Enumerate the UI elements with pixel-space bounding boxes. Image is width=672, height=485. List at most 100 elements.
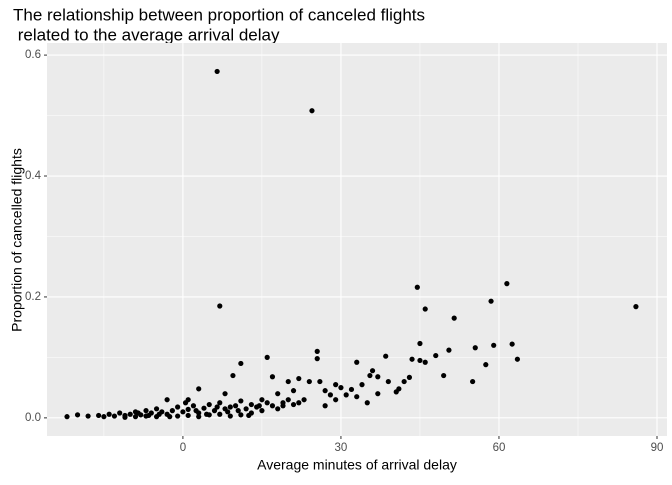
point — [451, 315, 457, 321]
point — [225, 409, 231, 415]
point — [117, 410, 123, 416]
point — [193, 408, 199, 414]
point — [290, 388, 297, 394]
point — [143, 408, 149, 414]
point — [354, 359, 360, 365]
point — [343, 392, 349, 398]
point — [182, 400, 189, 406]
x-axis-label: Average minutes of arrival delay — [257, 457, 457, 473]
point — [211, 408, 218, 414]
point — [243, 406, 249, 412]
point — [317, 378, 323, 385]
point — [296, 375, 302, 382]
point — [175, 413, 181, 419]
point — [393, 389, 399, 395]
point — [85, 413, 91, 419]
point — [414, 284, 420, 290]
point — [196, 386, 202, 392]
point — [301, 397, 307, 403]
point — [417, 357, 423, 364]
point — [470, 378, 476, 385]
point — [375, 391, 381, 397]
point — [509, 341, 515, 347]
point — [359, 382, 365, 388]
point — [146, 412, 152, 419]
point — [367, 372, 373, 379]
point — [333, 397, 339, 403]
point — [222, 391, 228, 397]
point — [180, 409, 186, 415]
point — [64, 414, 70, 420]
point — [275, 406, 281, 412]
point — [74, 412, 81, 418]
point — [217, 400, 223, 406]
point — [275, 391, 281, 397]
point — [290, 401, 297, 408]
point — [417, 340, 423, 347]
point — [280, 403, 286, 409]
point — [401, 378, 407, 385]
point — [164, 397, 170, 403]
point — [135, 410, 141, 416]
point — [306, 378, 312, 385]
point — [106, 411, 112, 417]
point — [238, 398, 244, 404]
point — [314, 356, 320, 362]
point — [375, 374, 381, 380]
point — [383, 353, 389, 359]
point — [127, 411, 133, 417]
point — [101, 414, 107, 420]
point — [256, 403, 262, 409]
point — [96, 412, 102, 419]
point — [217, 303, 223, 309]
point — [504, 281, 510, 287]
point — [232, 403, 239, 409]
point — [364, 400, 370, 406]
point — [422, 359, 428, 365]
point — [230, 372, 236, 379]
point — [132, 414, 139, 420]
point — [259, 397, 265, 403]
point — [285, 397, 291, 403]
point — [491, 342, 497, 348]
point — [214, 404, 220, 410]
y-tick-label: 0.2 — [25, 291, 41, 303]
chart-title: related to the average arrival delay — [13, 25, 280, 44]
point — [433, 352, 439, 359]
point — [354, 394, 360, 400]
point — [204, 411, 210, 417]
point — [175, 404, 181, 410]
point — [227, 404, 233, 410]
point — [483, 362, 489, 368]
point — [264, 400, 270, 406]
x-tick-label: 30 — [335, 442, 348, 454]
point — [514, 356, 520, 362]
y-tick-label: 0.6 — [25, 49, 41, 61]
point — [385, 378, 391, 385]
point — [264, 354, 270, 360]
point — [369, 368, 376, 374]
point — [227, 413, 233, 419]
point — [156, 411, 162, 417]
point — [111, 413, 118, 419]
point — [338, 385, 344, 391]
x-tick-label: 0 — [180, 442, 186, 454]
point — [269, 374, 276, 380]
x-tick-label: 90 — [651, 442, 664, 454]
point — [446, 347, 452, 353]
point — [309, 108, 315, 114]
point — [633, 304, 639, 310]
point — [217, 411, 223, 417]
point — [248, 401, 254, 408]
point — [348, 386, 355, 393]
point — [327, 392, 333, 398]
x-tick-label: 60 — [493, 442, 506, 454]
point — [169, 408, 175, 414]
point — [206, 401, 212, 408]
point — [314, 348, 320, 354]
point — [409, 356, 415, 362]
point — [190, 403, 197, 409]
point — [167, 414, 173, 420]
point — [246, 412, 252, 419]
